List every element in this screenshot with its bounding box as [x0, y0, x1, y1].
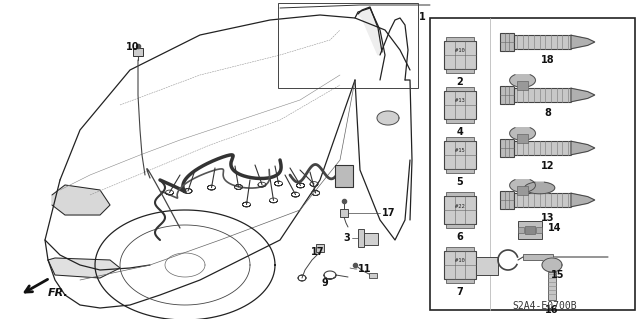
Bar — [548, 272, 556, 300]
Bar — [514, 141, 571, 155]
Polygon shape — [571, 141, 595, 155]
Text: 12: 12 — [541, 161, 555, 171]
Text: 6: 6 — [456, 232, 463, 242]
Bar — [523, 254, 553, 260]
Polygon shape — [358, 7, 382, 55]
Polygon shape — [525, 182, 555, 194]
Bar — [525, 226, 535, 234]
Polygon shape — [52, 185, 110, 215]
Text: 18: 18 — [541, 55, 555, 65]
Text: 10: 10 — [126, 42, 140, 52]
Polygon shape — [509, 75, 536, 87]
Bar — [446, 87, 474, 91]
Polygon shape — [571, 35, 595, 49]
Text: FR.: FR. — [48, 288, 68, 298]
Text: 17: 17 — [310, 247, 324, 257]
Text: #10: #10 — [455, 48, 465, 54]
Bar — [476, 257, 498, 275]
Bar — [358, 229, 364, 247]
Polygon shape — [48, 258, 120, 278]
Bar — [446, 137, 474, 141]
Bar — [500, 139, 514, 157]
Bar — [446, 247, 474, 251]
Text: 4: 4 — [456, 127, 463, 137]
Bar — [444, 41, 476, 69]
Polygon shape — [509, 180, 536, 192]
Polygon shape — [571, 88, 595, 102]
Text: #15: #15 — [455, 149, 465, 153]
Bar — [446, 69, 474, 73]
Bar — [278, 3, 418, 88]
Bar — [446, 192, 474, 196]
Text: 7: 7 — [456, 287, 463, 297]
Bar — [514, 35, 571, 49]
Text: 5: 5 — [456, 177, 463, 187]
Bar — [446, 169, 474, 173]
Bar — [369, 273, 377, 278]
Bar — [133, 48, 143, 56]
Bar — [446, 37, 474, 41]
Bar — [444, 251, 476, 279]
Bar — [518, 221, 542, 239]
Bar — [444, 196, 476, 224]
Bar — [500, 86, 514, 104]
Bar — [340, 209, 348, 217]
Text: 13: 13 — [541, 213, 555, 223]
Text: 11: 11 — [358, 264, 371, 274]
Text: 16: 16 — [545, 305, 559, 315]
Polygon shape — [509, 128, 536, 140]
Bar — [514, 193, 571, 207]
Polygon shape — [542, 258, 562, 272]
Bar — [430, 18, 635, 310]
Bar — [364, 233, 378, 245]
Bar — [500, 33, 514, 51]
Text: 9: 9 — [322, 278, 328, 288]
Text: #10: #10 — [455, 258, 465, 263]
Ellipse shape — [377, 111, 399, 125]
Bar — [516, 81, 529, 90]
Bar — [446, 119, 474, 123]
Text: 1: 1 — [419, 12, 426, 22]
Bar — [516, 186, 529, 195]
Bar — [335, 165, 353, 187]
Bar — [536, 227, 542, 233]
Bar — [446, 279, 474, 283]
Text: 8: 8 — [545, 108, 552, 118]
Text: #13: #13 — [455, 99, 465, 103]
Bar — [444, 141, 476, 169]
Bar — [516, 134, 529, 143]
Bar — [518, 227, 524, 233]
Polygon shape — [571, 193, 595, 207]
Bar — [514, 88, 571, 102]
Bar — [444, 91, 476, 119]
Bar — [500, 191, 514, 209]
Text: 2: 2 — [456, 77, 463, 87]
Text: S2A4-E0700B: S2A4-E0700B — [513, 301, 577, 311]
Bar — [316, 244, 324, 252]
Text: 17: 17 — [382, 208, 396, 218]
Bar — [446, 224, 474, 228]
Text: 3: 3 — [343, 233, 350, 243]
Text: 14: 14 — [548, 223, 561, 233]
Text: #22: #22 — [455, 204, 465, 209]
Text: 15: 15 — [551, 270, 564, 280]
